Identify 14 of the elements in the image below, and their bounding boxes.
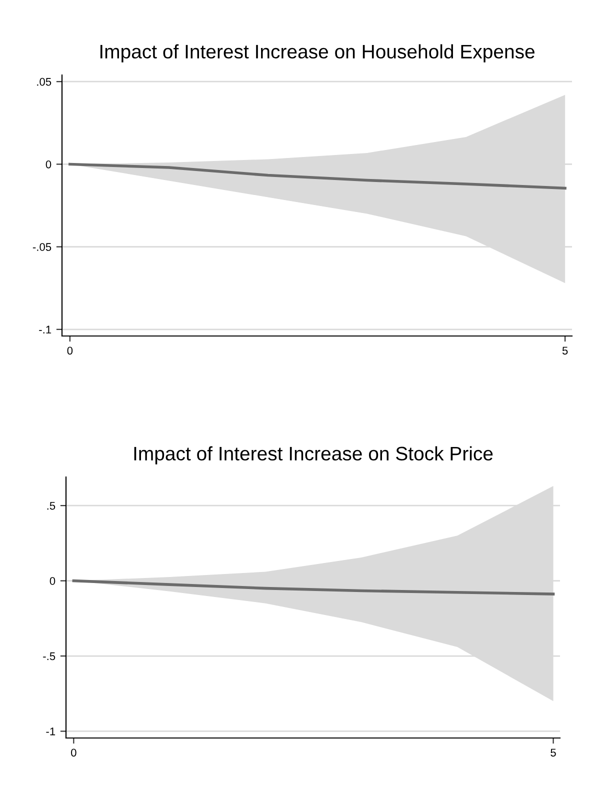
y-tick-label: .05: [37, 78, 52, 86]
x-tick-label: 5: [562, 346, 568, 355]
y-tick-label: 0: [50, 577, 56, 585]
y-tick-label: 0: [46, 160, 52, 168]
y-tick-label: -1: [46, 728, 56, 736]
y-tick-label: .5: [47, 502, 56, 510]
chart-title: Impact of Interest Increase on Household Expense: [100, 44, 534, 62]
y-tick-label: -.5: [43, 652, 56, 660]
y-tick-label: -.05: [32, 243, 52, 251]
line-series: [68, 162, 566, 190]
chart-title: Impact of Interest Increase on Stock Price: [134, 446, 493, 464]
line-series: [72, 579, 555, 596]
x-tick-label: 5: [550, 748, 556, 757]
y-tick-label: -.1: [39, 326, 52, 334]
